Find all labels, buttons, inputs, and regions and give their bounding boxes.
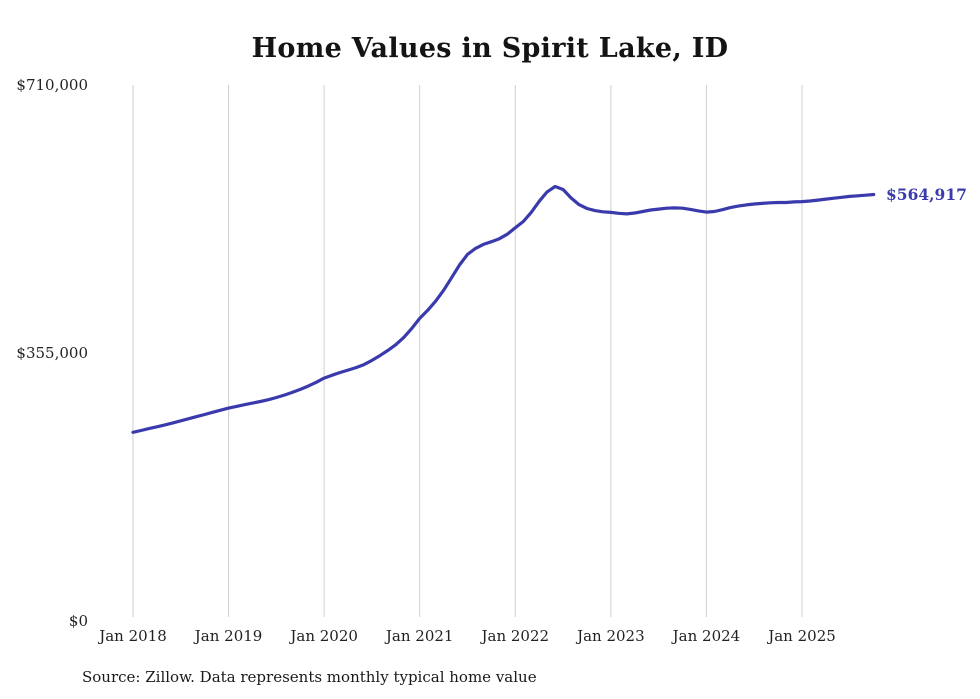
x-axis-label: Jan 2024 xyxy=(672,627,741,645)
x-axis-label: Jan 2020 xyxy=(290,627,358,645)
source-note: Source: Zillow. Data represents monthly … xyxy=(82,668,537,686)
current-value-label: $564,917 xyxy=(886,184,967,204)
y-axis-label: $0 xyxy=(68,612,88,630)
x-axis-label: Jan 2019 xyxy=(194,627,263,645)
y-axis-label: $355,000 xyxy=(16,344,88,362)
home-value-line xyxy=(131,184,876,434)
y-axis-label: $710,000 xyxy=(16,76,88,94)
x-axis-label: Jan 2025 xyxy=(768,627,836,645)
x-axis-label: Jan 2022 xyxy=(481,627,550,645)
x-axis-label: Jan 2023 xyxy=(577,627,645,645)
x-axis-label: Jan 2018 xyxy=(99,627,167,645)
x-axis-label: Jan 2021 xyxy=(385,627,454,645)
chart-title: Home Values in Spirit Lake, ID xyxy=(251,33,729,64)
